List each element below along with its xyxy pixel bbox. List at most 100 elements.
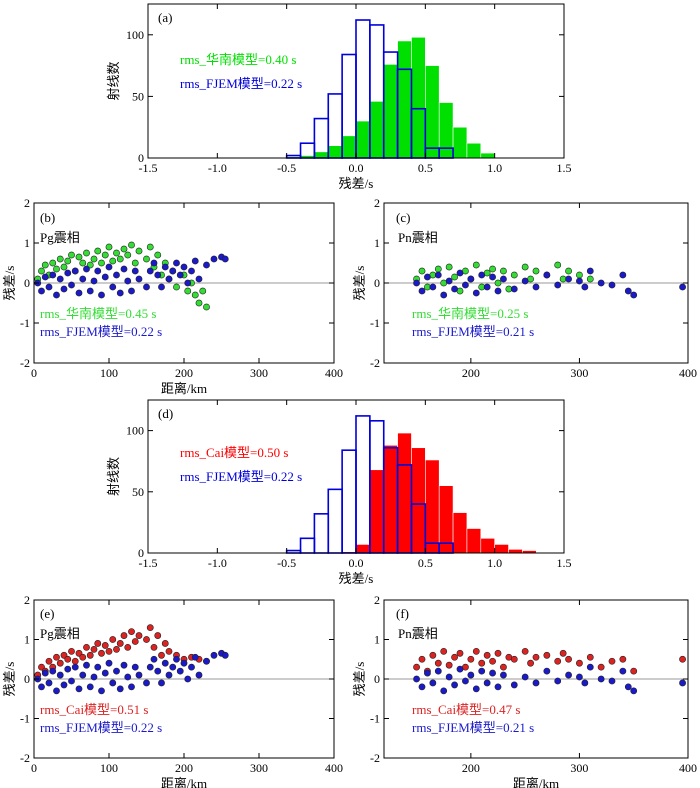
data-point [586,663,594,671]
data-point [521,647,529,655]
x-tick-label: 0 [31,366,37,380]
data-point [597,663,605,671]
x-tick-label: 200 [462,366,480,380]
y-tick-label: 1 [374,236,380,250]
panel-a: -1.5 -1.0 -0.5 0.0 0.5 1.0 1.5 0 50 100 残差/s 射线数 (a)… [106,3,572,191]
y-tick-label: 0 [374,672,380,686]
data-point [483,283,491,291]
data-point [445,661,453,669]
data-point [79,653,87,661]
data-point [64,655,72,663]
data-point [135,275,143,283]
data-point [135,247,143,255]
data-point [624,683,632,691]
data-point [38,683,45,691]
data-point [86,651,94,659]
y-tick-label: 0 [24,672,30,686]
data-point [467,275,475,283]
data-point [128,628,135,635]
data-point [60,263,68,271]
data-point [165,647,173,655]
data-point [467,671,475,679]
data-point [124,673,132,681]
data-point [176,667,184,675]
data-point [120,245,128,253]
data-point [56,275,64,283]
data-point [429,283,437,291]
data-point [472,289,480,297]
data-point [94,267,102,275]
data-point [146,243,154,251]
x-tick-label: 100 [100,366,118,380]
data-point [543,271,551,279]
data-point [188,267,195,275]
data-point [451,681,458,689]
data-point [483,651,491,659]
data-point [98,291,105,299]
y-tick-label: -2 [20,751,30,765]
data-point [565,655,572,663]
data-point [64,257,72,265]
data-point [41,273,49,281]
data-point [494,279,502,287]
data-point [418,655,426,663]
data-point [451,273,458,281]
data-point [68,251,75,259]
data-point [79,275,87,283]
x-tick-label: -0.5 [277,161,296,175]
data-point [630,667,638,675]
data-point [154,632,162,639]
data-point [478,659,486,667]
data-point [113,249,120,257]
y-axis-label: 射线数 [106,61,121,100]
y-tick-label: 0 [24,276,30,290]
data-point [532,653,540,661]
data-point [79,259,87,267]
data-point [45,283,53,291]
data-point [135,671,143,679]
y-tick-label: 0 [138,546,144,560]
data-point [169,267,177,275]
x-tick-label: 400 [325,366,343,380]
data-point [440,687,448,695]
data-point [429,651,437,659]
legend-entry: rms_Cai模型=0.50 s [180,445,288,460]
data-point [38,287,45,295]
data-point [500,275,507,283]
x-tick-label: 0.0 [349,556,364,570]
data-point [56,671,64,679]
series-c-1 [413,267,686,299]
data-point [532,267,540,275]
data-point [554,677,562,685]
legend-entry: rms_华南模型=0.45 s [40,306,156,321]
y-tick-label: -2 [370,751,380,765]
data-point [60,681,68,689]
data-point [472,685,480,693]
series-b-1 [34,253,229,299]
data-point [429,679,437,687]
data-point [494,649,502,657]
data-point [131,267,139,275]
data-point [418,287,426,295]
series-a-0 [286,36,495,159]
bar [494,544,509,554]
data-point [554,281,562,289]
data-point [184,287,192,295]
panel-label: (d) [158,406,173,421]
y-axis-label: 残差/s [2,266,17,301]
y-axis-label: 残差/s [2,662,17,697]
y-tick-label: 2 [374,593,380,607]
data-point [195,299,203,307]
y-axis-label: 残差/s [352,266,367,301]
bar [369,101,385,159]
y-tick-label: 0 [138,151,144,165]
data-point [169,663,177,671]
data-point [434,265,442,273]
data-point [180,659,188,667]
y-tick-label: 1 [24,236,30,250]
panel-label: (c) [396,210,410,225]
data-point [413,675,420,683]
data-point [576,673,583,681]
data-point [86,287,94,295]
x-tick-label: 0.5 [418,556,433,570]
